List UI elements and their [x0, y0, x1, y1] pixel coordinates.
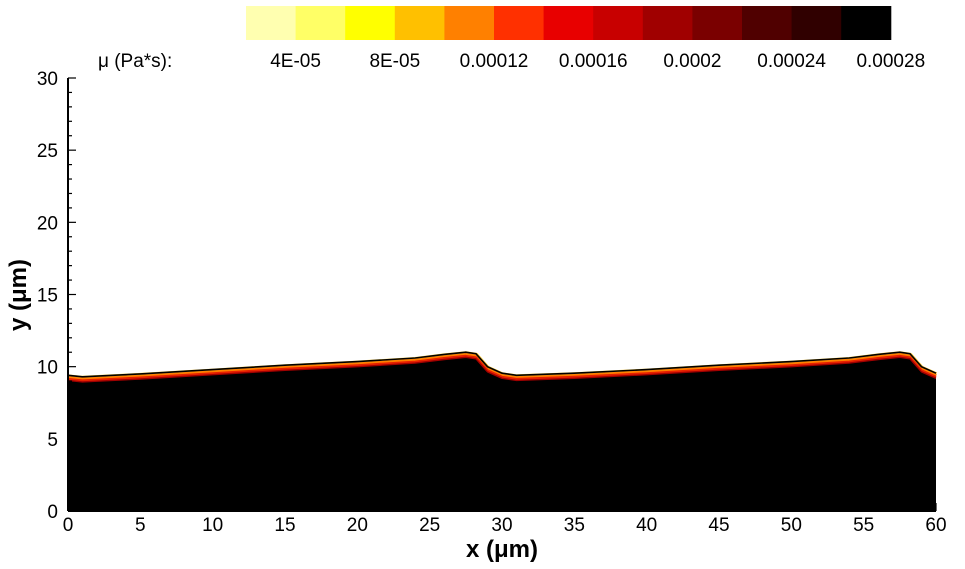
- legend-swatch-10: [742, 6, 793, 40]
- x-tick-label: 5: [135, 515, 146, 536]
- axes: 0 5 10 15 20 25 30 35 40 45 50 55 60 0 5 10 15 20 25 30: [37, 69, 947, 536]
- legend-label: 0.00024: [757, 51, 826, 72]
- legend-swatch-6: [543, 6, 594, 40]
- legend-swatch-5: [494, 6, 545, 40]
- legend-swatch-8: [642, 6, 693, 40]
- legend-swatch-2: [345, 6, 396, 40]
- legend-swatch-9: [692, 6, 743, 40]
- y-tick-label: 20: [37, 213, 58, 234]
- x-axis-title: x (μm): [466, 536, 538, 563]
- x-tick-label: 35: [564, 515, 585, 536]
- legend-swatch-7: [593, 6, 644, 40]
- x-tick-label: 55: [853, 515, 874, 536]
- x-tick-label: 25: [419, 515, 440, 536]
- legend-swatches: [246, 6, 892, 40]
- legend-label: 8E-05: [369, 51, 420, 72]
- legend-swatch-3: [394, 6, 445, 40]
- legend-label: 4E-05: [270, 51, 321, 72]
- legend-swatch-12: [841, 6, 892, 40]
- x-tick-label: 50: [781, 515, 802, 536]
- x-tick-label: 45: [708, 515, 729, 536]
- y-ticks: 0 5 10 15 20 25 30: [37, 69, 76, 523]
- legend-label: 0.00028: [856, 51, 925, 72]
- x-tick-label: 30: [491, 515, 512, 536]
- y-tick-label: 10: [37, 358, 58, 379]
- y-tick-label: 30: [37, 69, 58, 90]
- x-tick-label: 0: [63, 515, 74, 536]
- legend-label: 0.00012: [460, 51, 529, 72]
- x-tick-label: 60: [925, 515, 946, 536]
- fluid-region: [68, 352, 936, 511]
- legend-title: μ (Pa*s):: [98, 51, 172, 72]
- legend-swatch-11: [791, 6, 842, 40]
- y-tick-label: 0: [47, 502, 58, 523]
- interface-bands: [67, 351, 938, 383]
- x-tick-label: 40: [636, 515, 657, 536]
- plot-area: [67, 351, 938, 511]
- interface-band-3: [67, 356, 937, 383]
- legend-swatch-1: [295, 6, 346, 40]
- legend-swatch-4: [444, 6, 495, 40]
- x-tick-label: 10: [202, 515, 223, 536]
- y-axis-title: y (μm): [5, 259, 32, 331]
- interface-line: [67, 351, 937, 378]
- x-ticks: 0 5 10 15 20 25 30 35 40 45 50 55 60: [63, 503, 947, 536]
- y-tick-label: 15: [37, 286, 58, 307]
- legend-label: 0.00016: [559, 51, 628, 72]
- legend-labels: 4E-05 8E-05 0.00012 0.00016 0.0002 0.00024 0.0…: [270, 51, 925, 72]
- color-legend: μ (Pa*s): 4E-05 8E-05 0.00012 0.00016 0.0002…: [98, 6, 925, 72]
- y-tick-label: 5: [47, 430, 58, 451]
- legend-label: 0.0002: [663, 51, 721, 72]
- y-tick-label: 25: [37, 141, 58, 162]
- legend-swatch-0: [246, 6, 297, 40]
- interface-band-2: [67, 354, 937, 383]
- x-tick-label: 15: [274, 515, 295, 536]
- x-tick-label: 20: [347, 515, 368, 536]
